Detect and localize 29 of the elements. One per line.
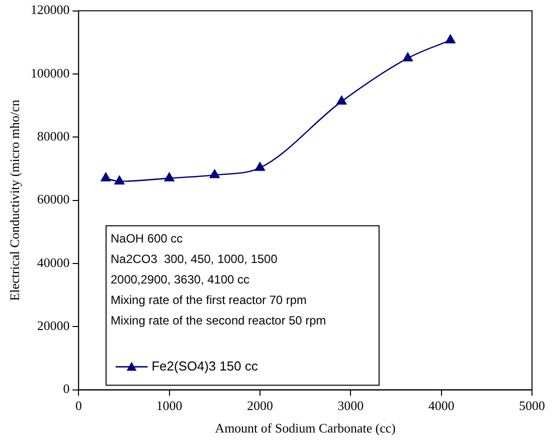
y-tick-label: 80000 — [37, 128, 70, 144]
point — [164, 172, 174, 182]
annotation: Mixing rate of the first reactor 70 rpm — [110, 293, 307, 308]
x-tick-label: 4000 — [428, 398, 454, 414]
x-tick-label: 5000 — [519, 398, 545, 414]
point — [254, 162, 265, 171]
point — [402, 52, 413, 62]
x-tick-label: 0 — [75, 398, 82, 414]
point — [114, 176, 124, 184]
point — [100, 172, 111, 182]
y-axis-title: Electrical Conductivity (micro mho/cn — [7, 99, 22, 301]
point — [210, 169, 220, 178]
annotation: Mixing rate of the second reactor 50 rpm — [110, 314, 326, 328]
x-tick-label: 3000 — [338, 398, 364, 414]
legend-label: Fe2(SO4)3 150 cc — [152, 358, 258, 374]
x-axis-title: Amount of Sodium Carbonate (cc) — [215, 420, 396, 436]
y-tick-label: 60000 — [37, 192, 70, 207]
y-tick-label: 120000 — [30, 2, 70, 18]
y-tick-label: 20000 — [37, 318, 70, 334]
y-tick-label: 0 — [63, 381, 70, 396]
x-tick-label: 2000 — [246, 398, 273, 414]
annotation: NaOH 600 cc — [110, 232, 183, 246]
annotation: Na2CO3 300, 450, 1000, 1500 — [110, 252, 278, 266]
point — [445, 34, 456, 44]
x-tick-label: 1000 — [156, 398, 182, 414]
y-tick-label: 40000 — [37, 254, 70, 270]
point — [336, 96, 347, 105]
annotation: 2000,2900, 3630, 4100 cc — [110, 272, 250, 287]
y-tick-label: 100000 — [30, 65, 70, 80]
